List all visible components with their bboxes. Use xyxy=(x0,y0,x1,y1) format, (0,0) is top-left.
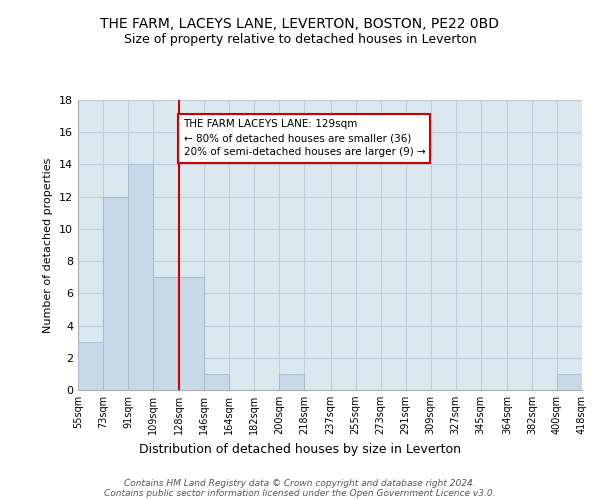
Bar xyxy=(128,164,153,390)
Bar xyxy=(557,374,582,390)
Text: Size of property relative to detached houses in Leverton: Size of property relative to detached ho… xyxy=(124,32,476,46)
Bar xyxy=(153,277,179,390)
Text: THE FARM LACEYS LANE: 129sqm
← 80% of detached houses are smaller (36)
20% of se: THE FARM LACEYS LANE: 129sqm ← 80% of de… xyxy=(184,120,425,158)
Bar xyxy=(205,374,229,390)
Y-axis label: Number of detached properties: Number of detached properties xyxy=(43,158,53,332)
Text: Contains HM Land Registry data © Crown copyright and database right 2024.: Contains HM Land Registry data © Crown c… xyxy=(124,478,476,488)
Bar xyxy=(103,196,128,390)
Bar xyxy=(179,277,205,390)
Text: Distribution of detached houses by size in Leverton: Distribution of detached houses by size … xyxy=(139,442,461,456)
Bar xyxy=(78,342,103,390)
Text: Contains public sector information licensed under the Open Government Licence v3: Contains public sector information licen… xyxy=(104,488,496,498)
Bar xyxy=(280,374,304,390)
Text: THE FARM, LACEYS LANE, LEVERTON, BOSTON, PE22 0BD: THE FARM, LACEYS LANE, LEVERTON, BOSTON,… xyxy=(101,18,499,32)
